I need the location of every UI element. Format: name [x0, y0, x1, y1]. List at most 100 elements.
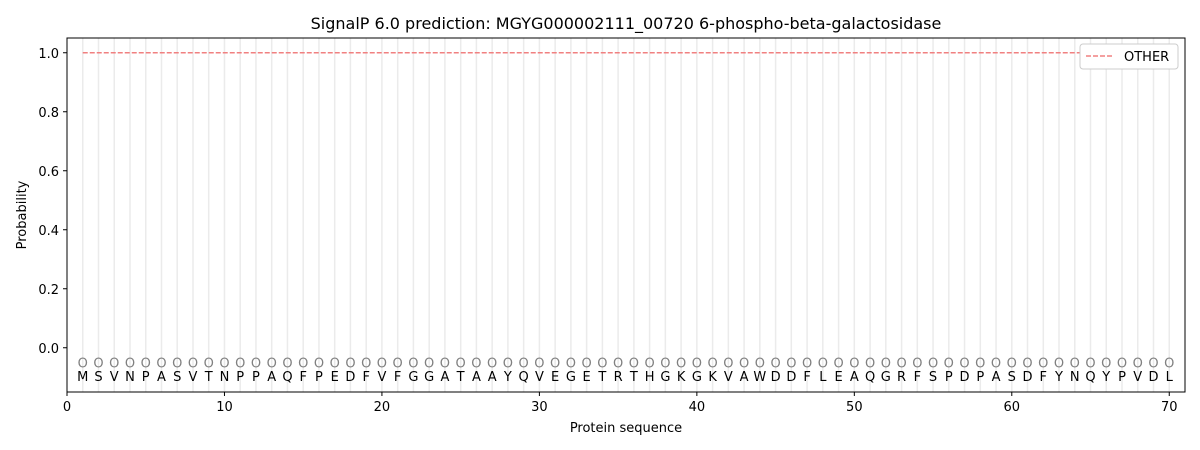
residue-letter: D: [786, 370, 796, 385]
residue-state-label: O: [267, 357, 277, 372]
chart-title: SignalP 6.0 prediction: MGYG000002111_00…: [311, 14, 942, 34]
residue-letter: D: [1023, 370, 1033, 385]
residue-state-label: O: [881, 357, 891, 372]
residue-state-label: O: [156, 357, 166, 372]
residue-letter: T: [204, 370, 213, 385]
residue-letter: F: [914, 370, 921, 385]
residue-state-label: O: [755, 357, 765, 372]
residue-state-label: O: [424, 357, 434, 372]
residue-letter: V: [377, 370, 386, 385]
residue-letter: G: [881, 370, 891, 385]
residue-letter: A: [850, 370, 859, 385]
residue-letter: D: [1148, 370, 1158, 385]
residue-state-label: O: [739, 357, 749, 372]
residue-state-label: O: [314, 357, 324, 372]
residue-state-label: O: [251, 357, 261, 372]
residue-letter: G: [566, 370, 576, 385]
residue-letter: V: [110, 370, 119, 385]
x-tick-label: 10: [216, 400, 233, 415]
residue-state-label: O: [613, 357, 623, 372]
residue-state-label: O: [1007, 357, 1017, 372]
residue-state-label: O: [393, 357, 403, 372]
y-axis: 0.0 0.2 0.4 0.6 0.8 1.0: [38, 47, 67, 357]
residue-letter: Q: [1085, 370, 1095, 385]
residue-state-label: O: [345, 357, 355, 372]
residue-letter: T: [456, 370, 465, 385]
x-tick-label: 0: [63, 400, 71, 415]
residue-state-label: O: [93, 357, 103, 372]
residue-letter: G: [692, 370, 702, 385]
residue-letter: K: [677, 370, 686, 385]
residue-state-label: O: [487, 357, 497, 372]
residue-state-label: O: [503, 357, 513, 372]
residue-letter: H: [645, 370, 655, 385]
residue-state-label: O: [78, 357, 88, 372]
y-tick-label: 0.0: [38, 342, 59, 357]
residue-state-label: O: [676, 357, 686, 372]
residue-state-label: O: [707, 357, 717, 372]
residue-state-label: O: [519, 357, 529, 372]
y-axis-label: Probability: [15, 180, 30, 249]
residue-letter: D: [771, 370, 781, 385]
residue-letter: S: [929, 370, 937, 385]
residue-state-label: O: [235, 357, 245, 372]
residue-letter: L: [1166, 370, 1174, 385]
x-tick-label: 70: [1161, 400, 1178, 415]
residue-state-label: O: [109, 357, 119, 372]
residue-state-label: O: [660, 357, 670, 372]
residue-state-label: O: [566, 357, 576, 372]
residue-state-label: O: [1022, 357, 1032, 372]
y-tick-label: 0.4: [38, 224, 59, 239]
residue-letter: E: [834, 370, 842, 385]
residue-state-label: O: [1038, 357, 1048, 372]
residue-letter: S: [173, 370, 181, 385]
residue-letter: A: [740, 370, 749, 385]
residue-state-label: O: [172, 357, 182, 372]
residue-letter: A: [157, 370, 166, 385]
residue-letter: M: [77, 370, 88, 385]
residue-letter: T: [629, 370, 638, 385]
legend-box: [1079, 43, 1179, 70]
residue-state-label: O: [377, 357, 387, 372]
residue-state-label: O: [928, 357, 938, 372]
residue-state-label: O: [408, 357, 418, 372]
residue-state-label: O: [282, 357, 292, 372]
residue-letter: G: [408, 370, 418, 385]
residue-letter: K: [708, 370, 717, 385]
x-tick-label: 40: [689, 400, 706, 415]
x-tick-label: 20: [374, 400, 391, 415]
residue-letter: F: [362, 370, 369, 385]
legend: OTHER: [1079, 43, 1179, 70]
x-axis: 0 10 20 30 40 50 60 70: [63, 392, 1178, 415]
residue-letter: N: [1070, 370, 1080, 385]
residue-letter: S: [1008, 370, 1016, 385]
residue-state-label: O: [1117, 357, 1127, 372]
residue-letter: G: [660, 370, 670, 385]
residue-state-label: O: [865, 357, 875, 372]
residue-letter: R: [897, 370, 906, 385]
residue-state-label: O: [849, 357, 859, 372]
residue-state-label: O: [1070, 357, 1080, 372]
residue-state-label: O: [597, 357, 607, 372]
residue-letter: A: [472, 370, 481, 385]
residue-letter: D: [960, 370, 970, 385]
residue-letter: V: [189, 370, 198, 385]
residue-letter: V: [535, 370, 544, 385]
residue-letter: Q: [282, 370, 292, 385]
residue-letter: T: [597, 370, 606, 385]
legend-label-other: OTHER: [1124, 50, 1169, 65]
residue-state-label: O: [991, 357, 1001, 372]
residue-state-label: O: [975, 357, 985, 372]
x-tick-label: 50: [846, 400, 863, 415]
residue-grid: [81, 38, 1171, 392]
x-tick-label: 60: [1004, 400, 1021, 415]
residue-letter: W: [753, 370, 766, 385]
residue-letter: Y: [503, 370, 512, 385]
y-tick-label: 1.0: [38, 47, 59, 62]
residue-state-label: O: [944, 357, 954, 372]
residue-state-label: O: [770, 357, 780, 372]
residue-letter: P: [252, 370, 260, 385]
residue-state-label: O: [1085, 357, 1095, 372]
residue-state-label: O: [896, 357, 906, 372]
